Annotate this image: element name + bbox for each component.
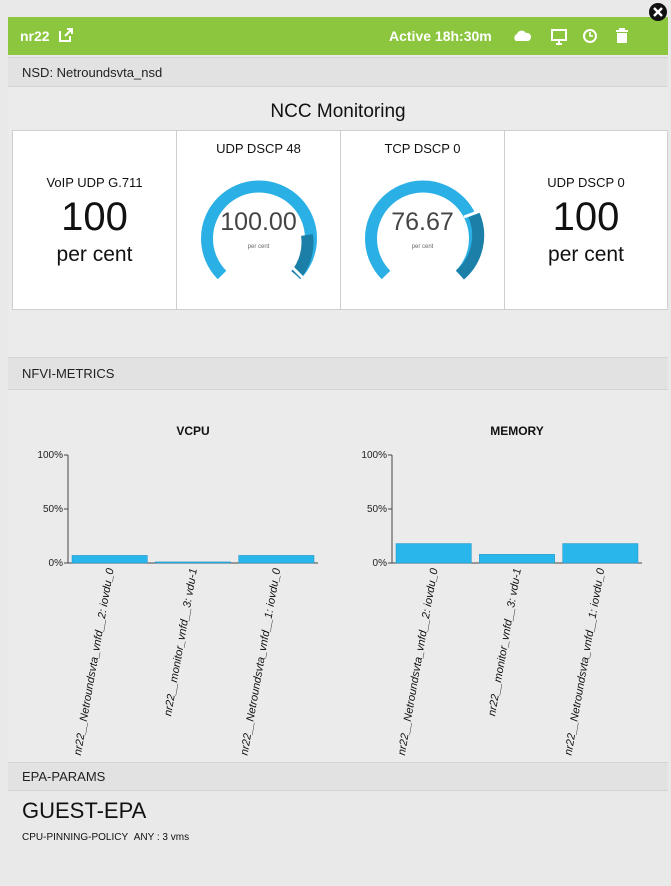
gauge-unit: per cent (411, 244, 434, 250)
gauge (201, 180, 317, 281)
metric-tile: UDP DSCP 0 100 per cent (504, 130, 668, 310)
section-title: NFVI-METRICS (22, 366, 115, 381)
tile-value: 100 (61, 195, 128, 239)
bar (71, 555, 148, 564)
clock-icon[interactable] (583, 29, 597, 43)
param-value: ANY : 3 vms (133, 832, 190, 843)
nsd-row: NSD: Netroundsvta_nsd (8, 57, 668, 87)
close-button[interactable] (648, 2, 668, 22)
tile-unit: per cent (56, 243, 133, 266)
external-link-icon[interactable] (58, 27, 74, 43)
y-tick-label: 100% (37, 450, 63, 461)
chart-title: VCPU (176, 424, 209, 438)
param-key: CPU-PINNING-POLICY (22, 832, 129, 843)
instance-name[interactable]: nr22 (20, 28, 50, 44)
metric-tile: VoIP UDP G.711 100 per cent (12, 130, 177, 310)
y-tick-label: 100% (361, 450, 387, 461)
epa-name: GUEST-EPA (22, 798, 147, 823)
epa-param: CPU-PINNING-POLICY ANY : 3 vms (22, 832, 189, 843)
status-text: Active 18h:30m (389, 28, 492, 44)
gauge (365, 180, 485, 280)
tile-value: 100 (552, 195, 620, 239)
bar (479, 554, 555, 564)
section-header: EPA-PARAMS (8, 762, 668, 791)
gauge-tile: TCP DSCP 0 76.67 per cent (340, 130, 505, 310)
y-tick-label: 0% (373, 558, 388, 569)
bar (155, 561, 231, 564)
tile-label: TCP DSCP 0 (384, 141, 461, 156)
nsd-label: NSD: Netroundsvta_nsd (22, 65, 163, 80)
y-tick-label: 50% (367, 504, 387, 515)
y-tick-label: 50% (43, 504, 63, 515)
tile-label: VoIP UDP G.711 (46, 175, 143, 190)
nfvi-charts: VCPU0%50%100%nr22__Netroundsvta_vnfd__2:… (8, 390, 668, 762)
console-icon[interactable] (551, 29, 567, 45)
gauge-value: 100.00 (220, 208, 297, 236)
tile-unit: per cent (548, 243, 624, 266)
ncc-title: NCC Monitoring (270, 101, 406, 122)
header-icons (514, 28, 628, 45)
gauge-tile: UDP DSCP 48 100.00 per cent (176, 130, 341, 310)
gauge-unit: per cent (247, 244, 270, 250)
section-header: NFVI-METRICS (8, 357, 668, 390)
section-title: EPA-PARAMS (22, 769, 106, 784)
y-tick-label: 0% (49, 558, 64, 569)
bar (238, 555, 315, 564)
chart-title: MEMORY (490, 424, 544, 438)
tile-label: UDP DSCP 48 (216, 141, 301, 156)
delete-icon[interactable] (616, 28, 628, 43)
bar (395, 543, 472, 564)
bar (562, 543, 639, 564)
tile-label: UDP DSCP 0 (547, 175, 625, 190)
gauge-value: 76.67 (391, 208, 454, 236)
cloud-icon[interactable] (514, 30, 532, 41)
header-bar: nr22 Active 18h:30m (8, 17, 668, 55)
